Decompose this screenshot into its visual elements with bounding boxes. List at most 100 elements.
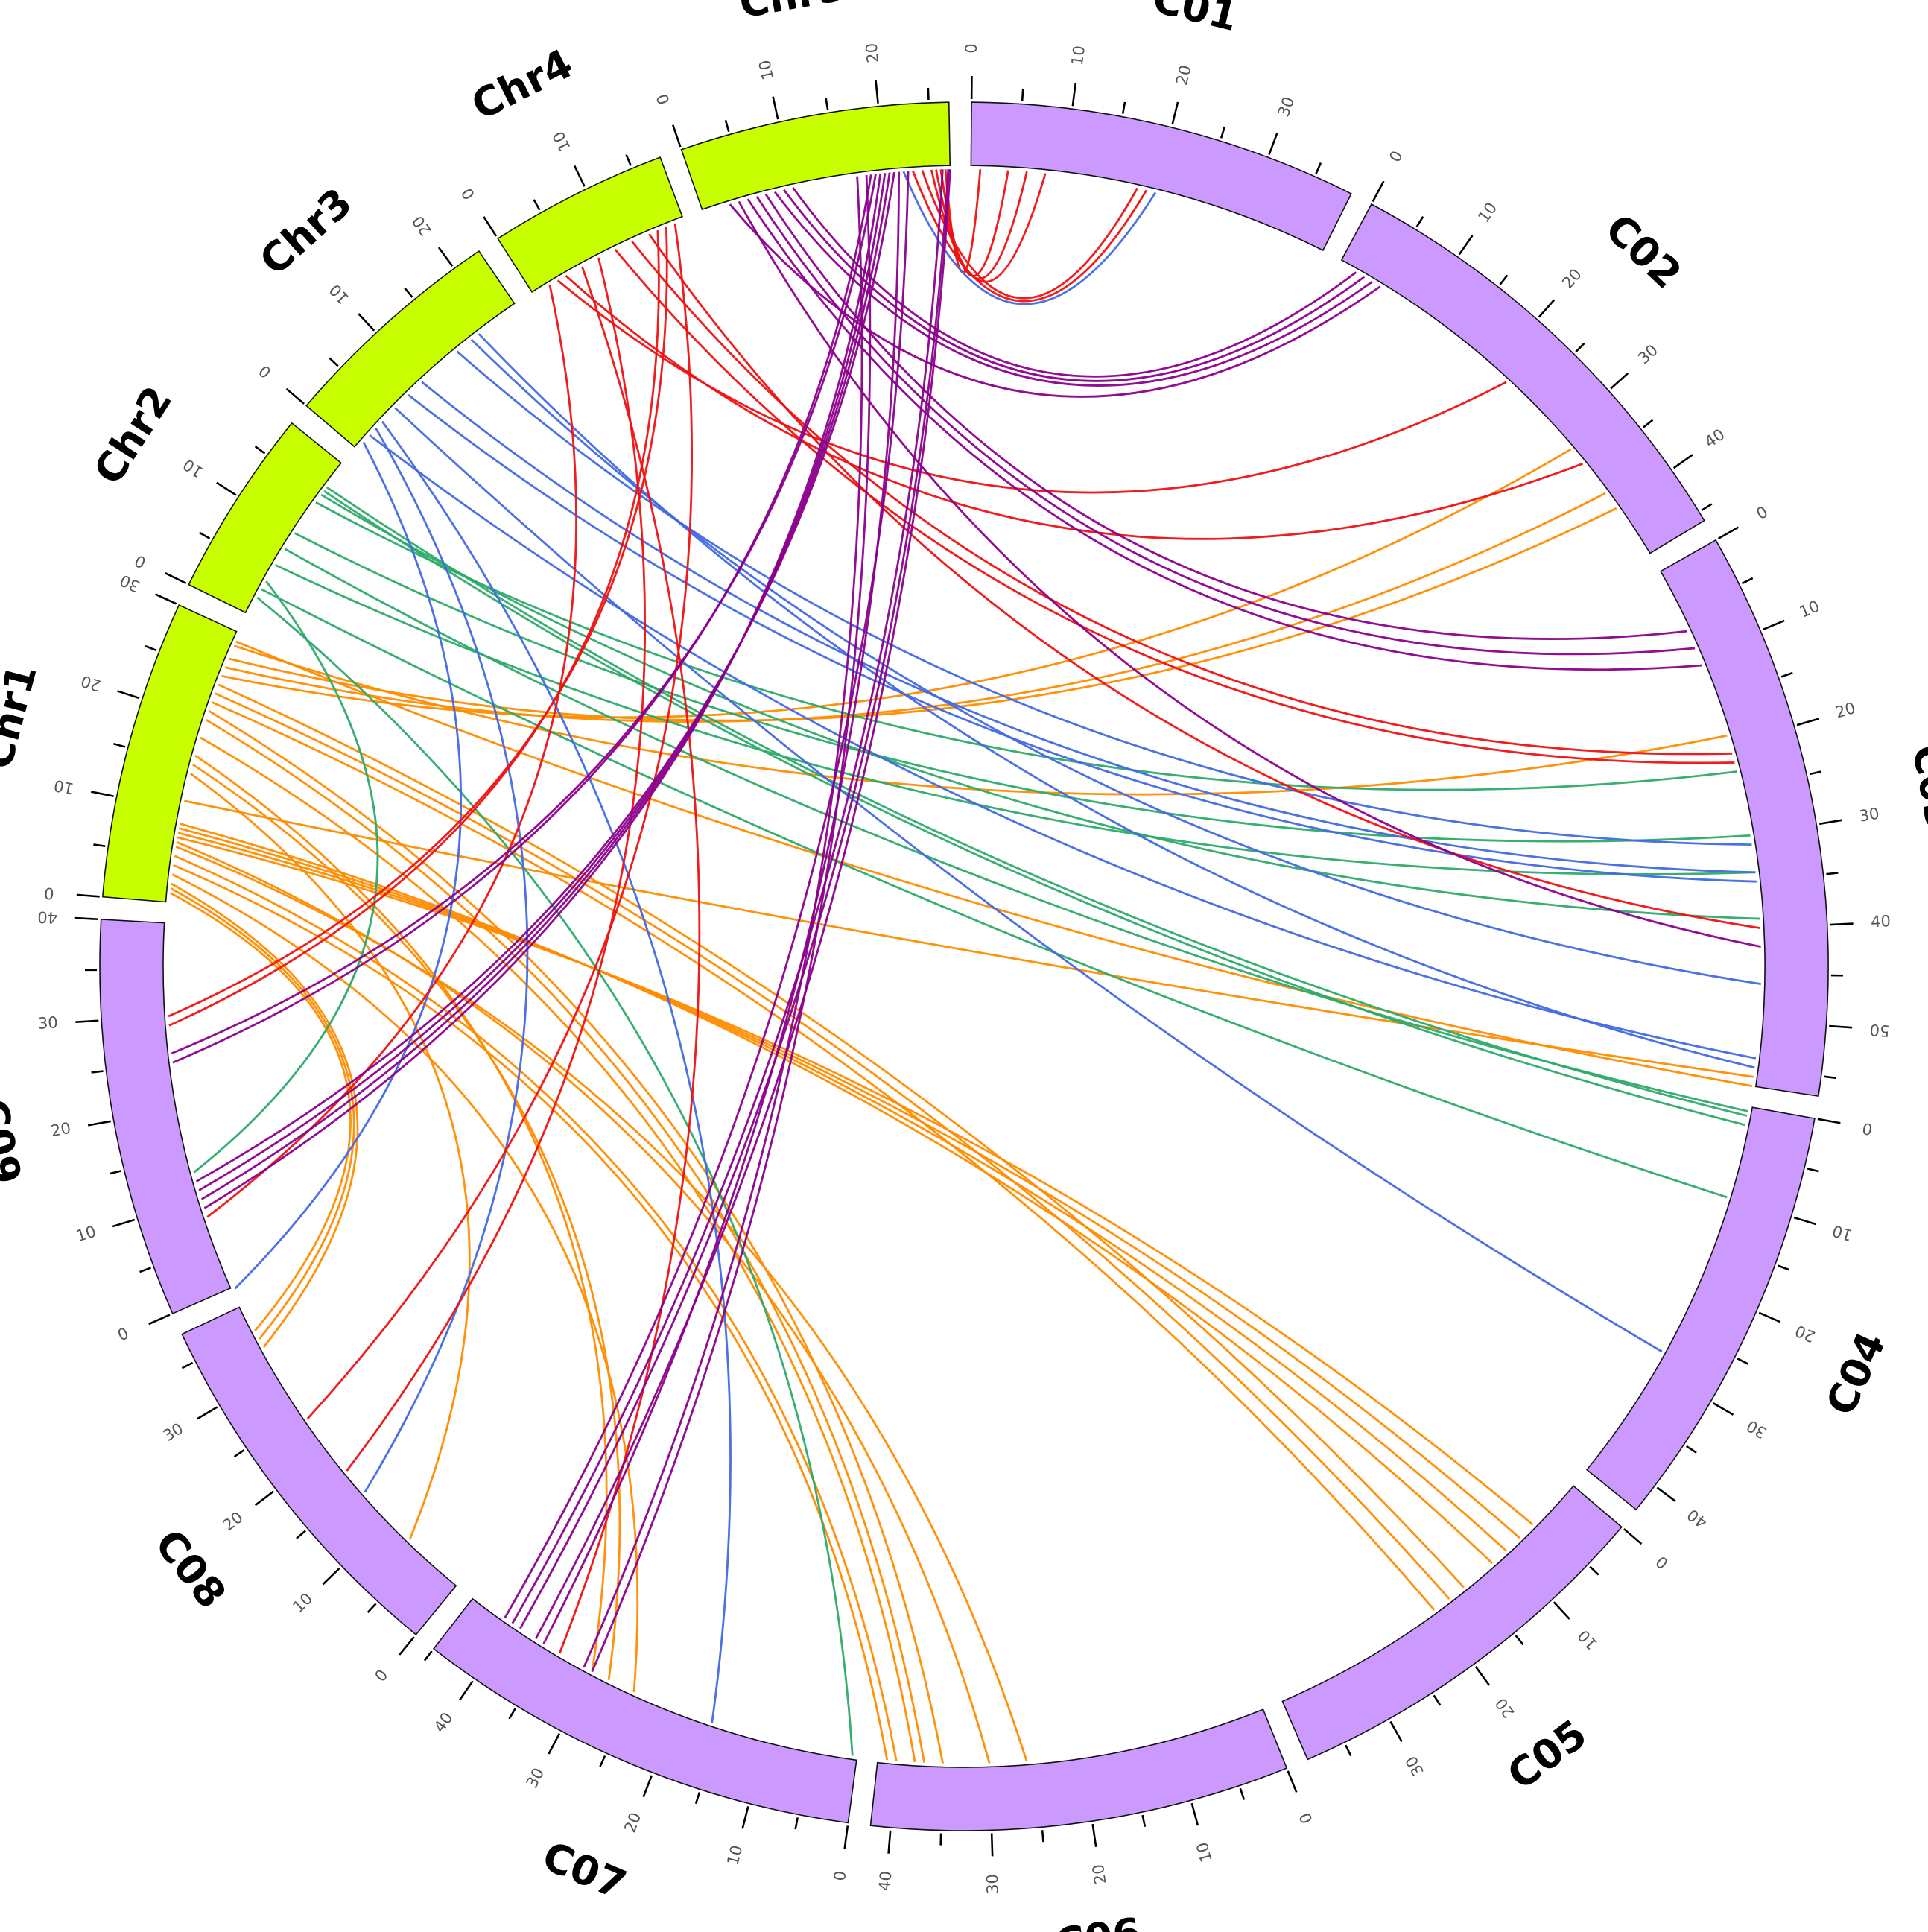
tick-mark bbox=[87, 1120, 111, 1127]
tick-mark bbox=[1474, 1666, 1491, 1686]
tick-mark bbox=[404, 287, 413, 298]
tick-label: 0 bbox=[963, 43, 980, 54]
synteny-link-orange bbox=[179, 823, 1494, 1565]
synteny-link-purple bbox=[773, 191, 1373, 387]
tick-mark bbox=[367, 1603, 377, 1613]
tick-label: 40 bbox=[1684, 1505, 1710, 1531]
tick-mark bbox=[1287, 1770, 1298, 1793]
tick-label: 40 bbox=[1702, 425, 1728, 452]
chromosome-label-chr5: Chr5 bbox=[736, 0, 849, 28]
tick-mark bbox=[1575, 342, 1585, 353]
chromosome-label-chr4: Chr4 bbox=[464, 39, 580, 129]
synteny-link-green bbox=[315, 501, 1737, 791]
synteny-link-green bbox=[323, 490, 1745, 1127]
tick-mark bbox=[458, 1680, 474, 1701]
tick-mark bbox=[1315, 162, 1322, 174]
tick-mark bbox=[358, 313, 375, 332]
synteny-link-green bbox=[256, 596, 854, 1756]
synteny-link-green bbox=[320, 493, 1760, 920]
tick-mark bbox=[90, 791, 114, 797]
tick-mark bbox=[145, 644, 157, 652]
chromosome-label-c02: C02 bbox=[1596, 205, 1691, 298]
tick-label: 40 bbox=[1871, 912, 1891, 931]
tick-mark bbox=[1817, 1118, 1841, 1124]
tick-mark bbox=[1737, 1358, 1749, 1365]
segment-chr5 bbox=[680, 101, 951, 211]
tick-mark bbox=[154, 593, 177, 605]
chromosome-label-c04: C04 bbox=[1817, 1325, 1895, 1422]
synteny-link-purple bbox=[746, 198, 1702, 671]
synteny-link-orange bbox=[228, 507, 1617, 722]
tick-label: 20 bbox=[49, 1119, 72, 1140]
tick-label: 20 bbox=[409, 212, 435, 239]
tick-mark bbox=[1538, 299, 1556, 318]
chromosome-label-chr1: Chr1 bbox=[0, 659, 46, 774]
tick-mark bbox=[1701, 503, 1713, 512]
tick-mark bbox=[113, 743, 126, 748]
tick-mark bbox=[1141, 1814, 1147, 1827]
tick-mark bbox=[1793, 1216, 1817, 1226]
synteny-link-blue bbox=[421, 381, 1756, 874]
tick-mark bbox=[1717, 526, 1740, 540]
tick-mark bbox=[1372, 180, 1385, 203]
synteny-link-orange bbox=[173, 864, 889, 1761]
synteny-link-blue bbox=[902, 171, 1157, 305]
synteny-link-purple bbox=[792, 187, 1357, 378]
synteny-link-blue bbox=[456, 350, 1752, 846]
chromosome-label-c01: C01 bbox=[1148, 0, 1242, 40]
tick-label: 10 bbox=[74, 1223, 98, 1246]
tick-label: 20 bbox=[1558, 265, 1585, 292]
tick-mark bbox=[533, 199, 541, 211]
chromosome-label-c03: C03 bbox=[1903, 741, 1928, 834]
synteny-link-green bbox=[261, 588, 1728, 1199]
tick-mark bbox=[843, 1825, 849, 1849]
synteny-link-red bbox=[206, 285, 577, 1218]
tick-mark bbox=[599, 1755, 606, 1767]
synteny-link-red bbox=[614, 248, 1735, 764]
tick-mark bbox=[741, 1806, 749, 1829]
tick-label: 0 bbox=[256, 361, 275, 381]
tick-label: 10 bbox=[1574, 1627, 1601, 1653]
tick-label: 20 bbox=[1173, 63, 1195, 87]
synteny-link-purple bbox=[511, 169, 944, 1624]
tick-mark bbox=[1171, 101, 1179, 125]
tick-label: 20 bbox=[1833, 699, 1857, 721]
tick-label: 10 bbox=[1797, 597, 1822, 621]
tick-label: 10 bbox=[289, 1589, 316, 1616]
tick-label: 10 bbox=[1474, 199, 1500, 226]
tick-label: 0 bbox=[831, 1869, 850, 1881]
tick-mark bbox=[329, 357, 339, 367]
synteny-link-orange bbox=[233, 644, 1728, 796]
tick-label: 10 bbox=[1830, 1221, 1855, 1244]
tick-mark bbox=[198, 531, 211, 539]
tick-mark bbox=[1826, 872, 1839, 875]
synteny-link-red bbox=[168, 230, 660, 1027]
synteny-link-orange bbox=[235, 640, 1753, 1088]
tick-mark bbox=[437, 247, 454, 267]
chromosome-label-c06: C06 bbox=[1053, 1909, 1144, 1932]
tick-label: 30 bbox=[37, 1013, 58, 1033]
segment-c01 bbox=[970, 101, 1352, 252]
tick-mark bbox=[216, 481, 237, 496]
synteny-link-orange bbox=[175, 846, 1028, 1762]
tick-mark bbox=[1121, 101, 1126, 114]
segment-chr2 bbox=[188, 422, 343, 614]
tick-mark bbox=[1758, 1311, 1781, 1323]
tick-mark bbox=[1763, 619, 1785, 631]
tick-label: 20 bbox=[220, 1508, 247, 1534]
synteny-link-purple bbox=[198, 172, 891, 1191]
synteny-link-purple bbox=[195, 171, 895, 1182]
synteny-link-red bbox=[921, 170, 1138, 300]
chromosome-label-c07: C07 bbox=[536, 1832, 632, 1909]
tick-mark bbox=[642, 1775, 653, 1798]
tick-label: 50 bbox=[1869, 1021, 1890, 1040]
tick-mark bbox=[1345, 1744, 1352, 1757]
tick-mark bbox=[1713, 1402, 1734, 1416]
tick-label: 30 bbox=[1858, 805, 1880, 826]
tick-mark bbox=[1433, 1694, 1442, 1706]
tick-mark bbox=[508, 1708, 516, 1720]
tick-mark bbox=[694, 1792, 701, 1805]
segment-chr4 bbox=[497, 156, 683, 293]
tick-label: 20 bbox=[1792, 1321, 1818, 1346]
